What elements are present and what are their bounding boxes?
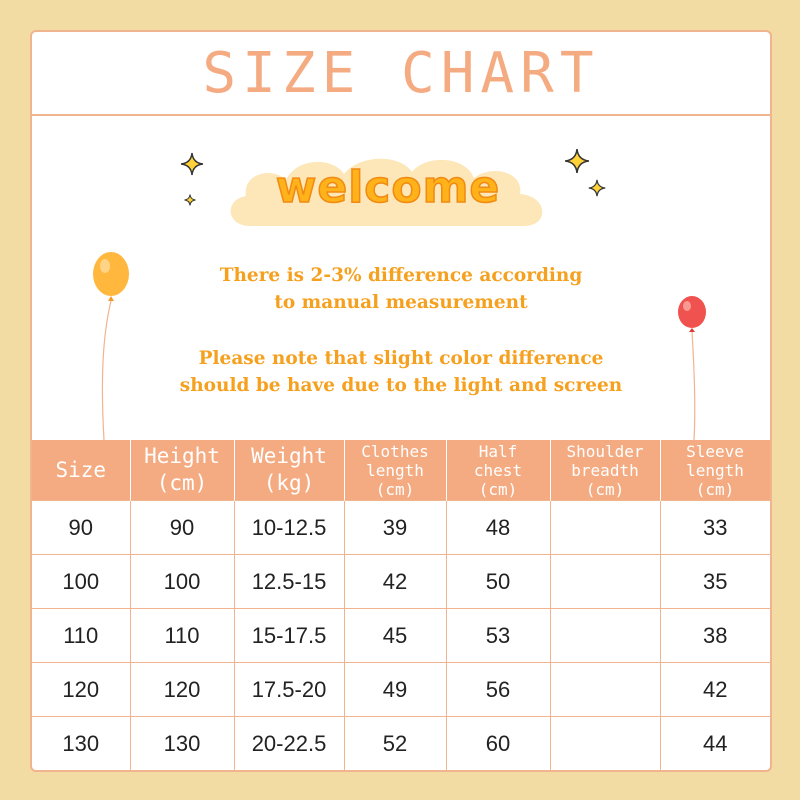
table-cell: 90 [32,500,131,555]
table-cell: 38 [659,608,770,663]
table-cell: 90 [129,500,235,555]
table-cell: 50 [445,554,551,609]
header-weight: Weight (kg) [234,440,345,501]
table-cell: 60 [445,716,551,770]
table-row: 100 100 12.5-15 42 50 35 [32,554,770,609]
table-cell [549,716,661,770]
yellow-balloon-icon [93,252,129,440]
table-cell: 120 [32,662,131,717]
note-line: Please note that slight color difference [198,348,604,369]
table-cell: 100 [129,554,235,609]
table-cell [549,500,661,555]
table-cell: 130 [129,716,235,770]
cloud-icon [230,158,543,226]
table-cell: 17.5-20 [233,662,345,717]
sparkle-icon [564,148,590,174]
table-cell [549,608,661,663]
table-cell: 100 [32,554,131,609]
table-cell [549,662,661,717]
measurement-note: There is 2-3% difference according to ma… [32,262,770,316]
table-cell: 45 [343,608,447,663]
header-shoulder-breadth: Shoulder breadth (cm) [550,440,661,501]
table-cell: 20-22.5 [233,716,345,770]
table-cell: 110 [32,608,131,663]
table-cell: 12.5-15 [233,554,345,609]
table-cell: 53 [445,608,551,663]
table-cell: 10-12.5 [233,500,345,555]
table-cell [549,554,661,609]
note-line: There is 2-3% difference according [219,265,583,286]
table-cell: 39 [343,500,447,555]
note-line: should be have due to the light and scre… [179,375,623,396]
table-header-row: Size Height (cm) Weight (kg) Clothes length… [32,440,770,501]
table-cell: 110 [129,608,235,663]
table-cell: 35 [659,554,770,609]
table-cell: 33 [659,500,770,555]
sparkle-icon [588,179,606,197]
header-clothes-length: Clothes length (cm) [344,440,447,501]
table-row: 110 110 15-17.5 45 53 38 [32,608,770,663]
table-cell: 130 [32,716,131,770]
table-cell: 49 [343,662,447,717]
header-sleeve-length: Sleeve length (cm) [660,440,770,501]
header-height: Height (cm) [130,440,235,501]
note-line: to manual measurement [274,292,528,313]
red-balloon-icon [678,296,706,440]
size-chart-card: SIZE CHART welcome There is 2-3% differe… [30,30,772,772]
table-cell: 44 [659,716,770,770]
table-cell: 42 [659,662,770,717]
table-row: 120 120 17.5-20 49 56 42 [32,662,770,717]
welcome-heading: welcome [275,161,501,214]
size-table: Size Height (cm) Weight (kg) Clothes length… [32,440,770,770]
table-row: 90 90 10-12.5 39 48 33 [32,500,770,555]
table-cell: 42 [343,554,447,609]
title-band: SIZE CHART [32,32,770,116]
table-cell: 120 [129,662,235,717]
table-cell: 48 [445,500,551,555]
page-title: SIZE CHART [202,40,600,106]
color-note: Please note that slight color difference… [32,345,770,399]
sparkle-icon [184,194,196,206]
table-cell: 56 [445,662,551,717]
header-half-chest: Half chest (cm) [446,440,551,501]
table-row: 130 130 20-22.5 52 60 44 [32,716,770,770]
table-cell: 15-17.5 [233,608,345,663]
sparkle-icon [180,152,204,176]
header-size: Size [32,440,131,501]
table-cell: 52 [343,716,447,770]
